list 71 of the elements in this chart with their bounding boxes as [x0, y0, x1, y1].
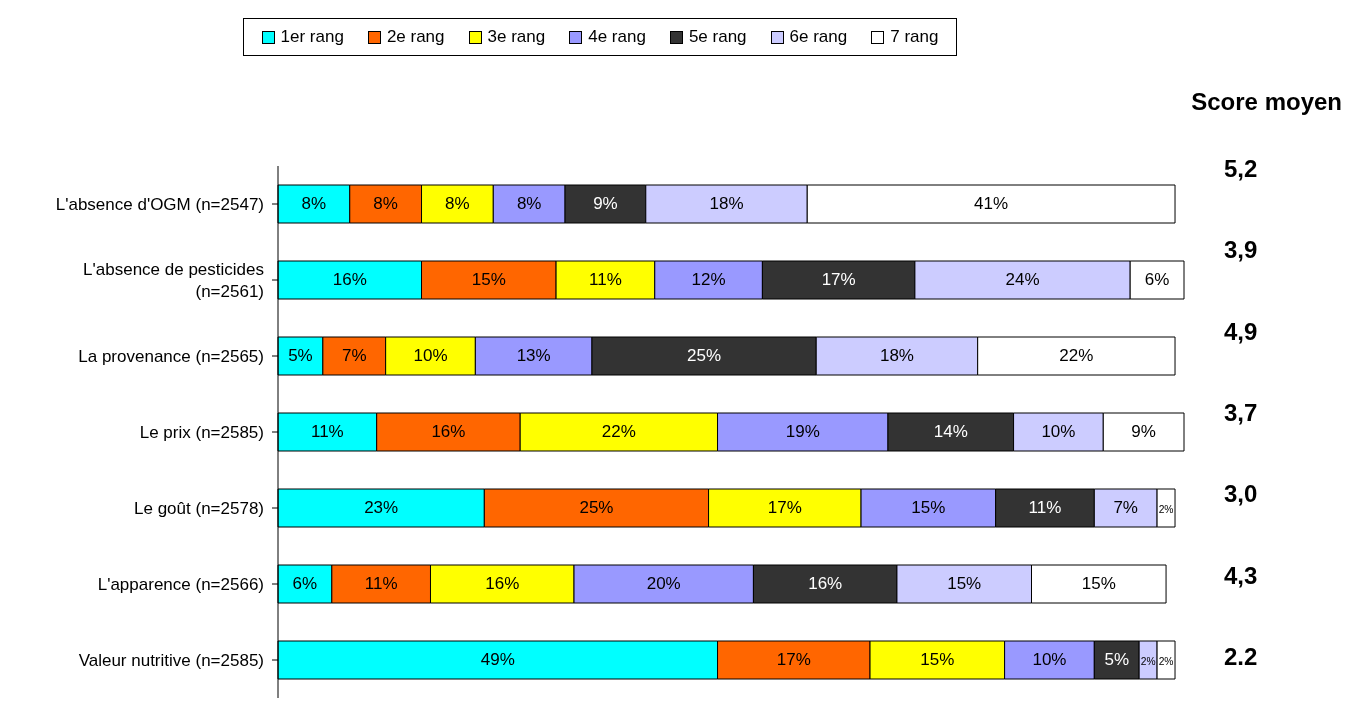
data-label: 41% — [974, 194, 1009, 213]
y-tick-label: L'apparence (n=2566) — [97, 575, 264, 594]
text: 4,9 — [1224, 317, 1258, 346]
data-label: 14% — [933, 422, 968, 441]
legend-label: 7 rang — [890, 27, 939, 47]
data-label: 15% — [911, 498, 946, 517]
data-label: 15% — [1081, 574, 1116, 593]
data-label: 2% — [1158, 656, 1174, 667]
data-label: 6% — [292, 574, 318, 593]
y-tick-label: Le prix (n=2585) — [139, 423, 264, 442]
text: 3,7 — [1224, 399, 1258, 427]
data-label: 24% — [1005, 270, 1040, 289]
data-label: 22% — [601, 422, 636, 441]
data-label: 5% — [288, 346, 313, 365]
data-label: 23% — [364, 498, 399, 517]
data-label: 17% — [776, 650, 811, 669]
data-label: 20% — [646, 574, 681, 593]
text: 5,2 — [1224, 154, 1258, 183]
data-label: 10% — [1041, 422, 1076, 441]
text: 2.2 — [1224, 643, 1258, 672]
text: 3,9 — [1224, 236, 1258, 265]
data-label: 8% — [373, 194, 398, 213]
y-tick-label: L'absence d'OGM (n=2547) — [55, 195, 264, 214]
data-label: 25% — [579, 498, 614, 517]
data-label: 6% — [1144, 270, 1170, 289]
data-label: 8% — [445, 194, 470, 213]
data-label: 22% — [1059, 346, 1094, 365]
data-label: 7% — [1113, 498, 1138, 517]
legend-label: 3e rang — [487, 27, 546, 47]
data-label: 15% — [920, 650, 955, 669]
data-label: 9% — [593, 194, 618, 213]
y-tick-label: L'absence de pesticides (n=2561) — [83, 260, 264, 301]
data-label: 16% — [431, 422, 466, 441]
data-label: 9% — [1131, 422, 1156, 441]
legend-label: 6e rang — [789, 27, 848, 47]
data-label: 5% — [1104, 650, 1130, 669]
data-label: 16% — [485, 574, 520, 593]
data-label: 16% — [332, 270, 367, 289]
data-label: 17% — [767, 498, 802, 517]
legend-label: 2e rang — [386, 27, 445, 47]
data-label: 18% — [709, 194, 744, 213]
y-tick-label: Le goût (n=2578) — [134, 499, 264, 518]
data-label: 11% — [1028, 498, 1062, 517]
data-label: 17% — [821, 270, 856, 289]
data-label: 15% — [947, 574, 982, 593]
data-label: 11% — [310, 422, 344, 441]
y-tick-label: Valeur nutritive (n=2585) — [78, 651, 264, 670]
data-label: 2% — [1140, 656, 1156, 667]
text: 4,3 — [1224, 561, 1258, 590]
data-label: 49% — [480, 650, 515, 669]
data-label: 15% — [471, 270, 506, 289]
text: Score moyen — [1191, 88, 1342, 116]
data-label: 25% — [687, 346, 722, 365]
data-label: 8% — [516, 194, 542, 213]
y-tick-label: La provenance (n=2565) — [78, 347, 264, 366]
data-label: 16% — [808, 574, 843, 593]
legend-label: 5e rang — [688, 27, 747, 47]
data-label: 12% — [691, 270, 726, 289]
data-label: 8% — [301, 194, 327, 213]
legend-label: 1er rang — [280, 27, 344, 47]
data-label: 13% — [516, 346, 551, 365]
data-label: 19% — [785, 422, 820, 441]
text: 3,0 — [1224, 480, 1258, 509]
data-label: 10% — [413, 346, 448, 365]
data-label: 11% — [364, 574, 398, 593]
legend-label: 4e rang — [588, 27, 646, 47]
data-label: 18% — [879, 346, 914, 365]
data-label: 7% — [341, 346, 367, 365]
data-label: 10% — [1032, 650, 1067, 669]
data-label: 2% — [1158, 504, 1174, 515]
data-label: 11% — [589, 270, 622, 289]
